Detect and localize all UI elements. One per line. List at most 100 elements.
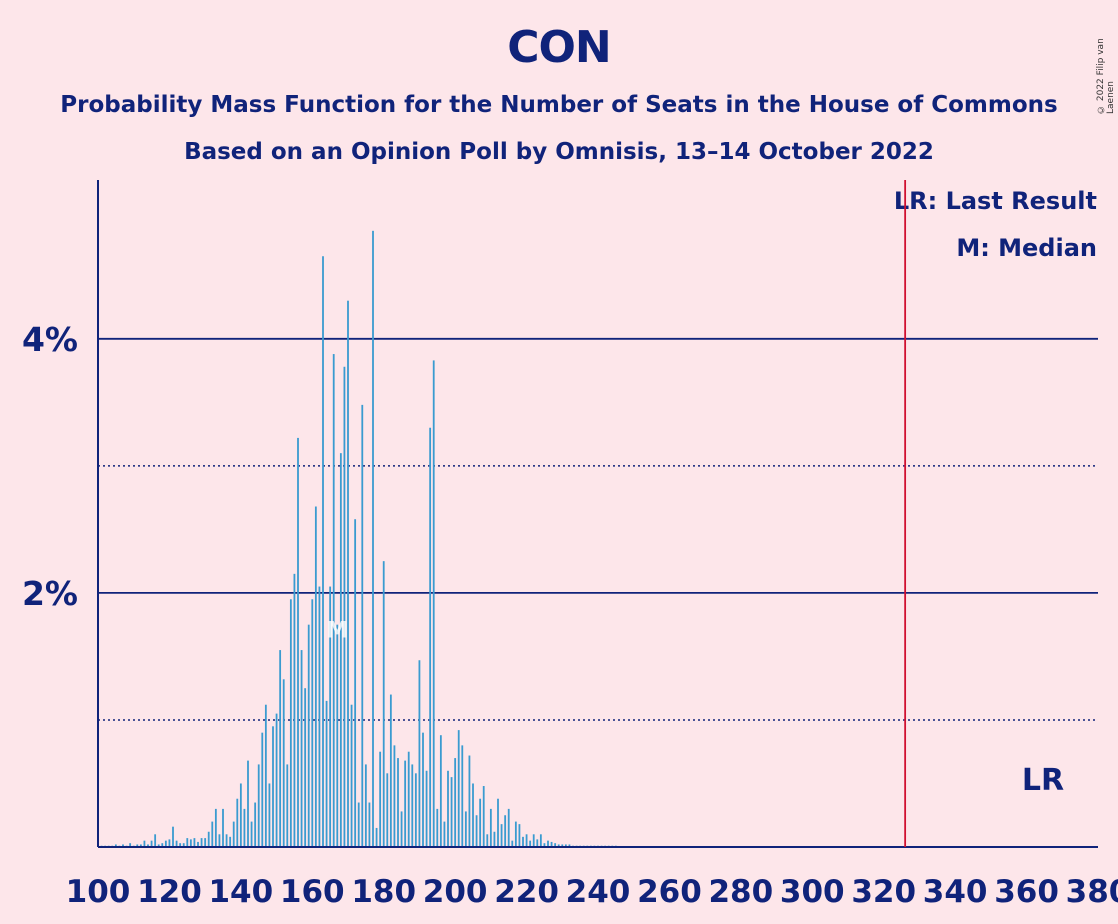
bar-159	[307, 624, 310, 847]
bar-214	[504, 815, 507, 847]
bar-197	[443, 821, 446, 847]
bar-147	[264, 704, 267, 847]
x-tick-labels: 100 120 140 160 180 200 220 240 260 280 300 320 340 3…	[66, 874, 1118, 910]
bar-220	[525, 834, 528, 847]
bar-223	[536, 839, 539, 847]
bar-212	[497, 798, 499, 847]
median-label: M	[326, 618, 348, 643]
bar-195	[436, 808, 439, 847]
bar-112	[139, 844, 142, 847]
legend-entry-0: LR: Last Result	[894, 187, 1097, 215]
bar-111	[136, 844, 139, 847]
bar-118	[161, 843, 164, 847]
bar-109	[129, 843, 132, 847]
bar-216	[511, 840, 514, 847]
bar-207	[479, 798, 482, 847]
bar-208	[482, 786, 485, 847]
bar-141	[243, 808, 246, 847]
bar-167	[336, 624, 339, 847]
bar-219	[522, 836, 524, 847]
bar-171	[350, 704, 353, 847]
bar-140	[239, 783, 242, 847]
bar-211	[493, 831, 496, 847]
bar-136	[225, 834, 228, 847]
bar-153	[286, 764, 289, 847]
bar-175	[364, 764, 367, 847]
bar-165	[329, 586, 332, 847]
bar-180	[382, 561, 385, 847]
bar-228	[554, 843, 557, 847]
bar-135	[222, 808, 224, 847]
x-tick-label-360: 360	[994, 874, 1059, 910]
bar-158	[304, 688, 307, 847]
bar-213	[500, 824, 503, 847]
bar-194	[432, 360, 435, 847]
x-tick-label-380: 380	[1066, 874, 1118, 910]
bar-166	[332, 354, 335, 847]
bar-152	[282, 679, 285, 847]
bar-178	[375, 827, 378, 847]
x-tick-label-180: 180	[351, 874, 416, 910]
bar-173	[357, 802, 360, 847]
bar-115	[150, 840, 153, 847]
bar-155	[293, 573, 296, 847]
bar-227	[550, 841, 553, 847]
bar-127	[193, 838, 196, 847]
bar-210	[489, 808, 492, 847]
bar-138	[232, 821, 235, 847]
bar-199	[450, 777, 453, 847]
bar-222	[532, 834, 535, 847]
bar-139	[236, 798, 239, 847]
bar-121	[172, 826, 174, 847]
bar-154	[289, 599, 292, 847]
bar-156	[297, 437, 299, 847]
bar-176	[368, 802, 371, 847]
x-tick-label-120: 120	[137, 874, 202, 910]
bar-179	[379, 751, 382, 847]
bar-232	[568, 844, 571, 847]
bar-126	[189, 839, 192, 847]
bar-120	[168, 839, 171, 847]
bar-160	[311, 599, 314, 847]
bar-105	[114, 844, 117, 847]
x-tick-label-320: 320	[851, 874, 916, 910]
bar-164	[325, 700, 328, 847]
median-marker: M	[326, 618, 348, 643]
bar-163	[322, 256, 324, 847]
axes	[97, 180, 1098, 848]
bar-124	[182, 843, 185, 847]
bar-129	[200, 838, 203, 847]
bar-188	[411, 764, 414, 847]
chart-title: CON	[507, 22, 612, 73]
bar-201	[457, 730, 460, 847]
bar-131	[207, 831, 210, 847]
chart-subtitle: Probability Mass Function for the Number…	[60, 92, 1058, 118]
bar-145	[257, 764, 260, 847]
bar-203	[464, 811, 467, 847]
bar-148	[268, 783, 271, 847]
x-tick-label-140: 140	[208, 874, 273, 910]
x-tick-label-280: 280	[708, 874, 773, 910]
bar-123	[179, 843, 182, 847]
bar-193	[429, 427, 432, 847]
bar-181	[386, 773, 389, 847]
bar-149	[272, 726, 274, 847]
bar-191	[422, 732, 424, 847]
bar-187	[407, 751, 410, 847]
x-tick-label-240: 240	[566, 874, 631, 910]
last-result-label: LR	[1022, 763, 1064, 798]
bar-146	[261, 732, 264, 847]
bar-215	[507, 808, 510, 847]
bar-198	[447, 770, 449, 847]
bar-231	[564, 844, 567, 847]
bar-157	[300, 650, 303, 847]
y-tick-label-2: 2%	[22, 574, 78, 613]
bar-117	[157, 844, 160, 847]
bar-189	[414, 773, 417, 847]
bar-204	[468, 755, 471, 847]
bar-170	[347, 300, 349, 847]
x-tick-label-100: 100	[66, 874, 131, 910]
bar-182	[389, 694, 392, 847]
bar-206	[475, 815, 478, 847]
x-tick-label-340: 340	[923, 874, 988, 910]
